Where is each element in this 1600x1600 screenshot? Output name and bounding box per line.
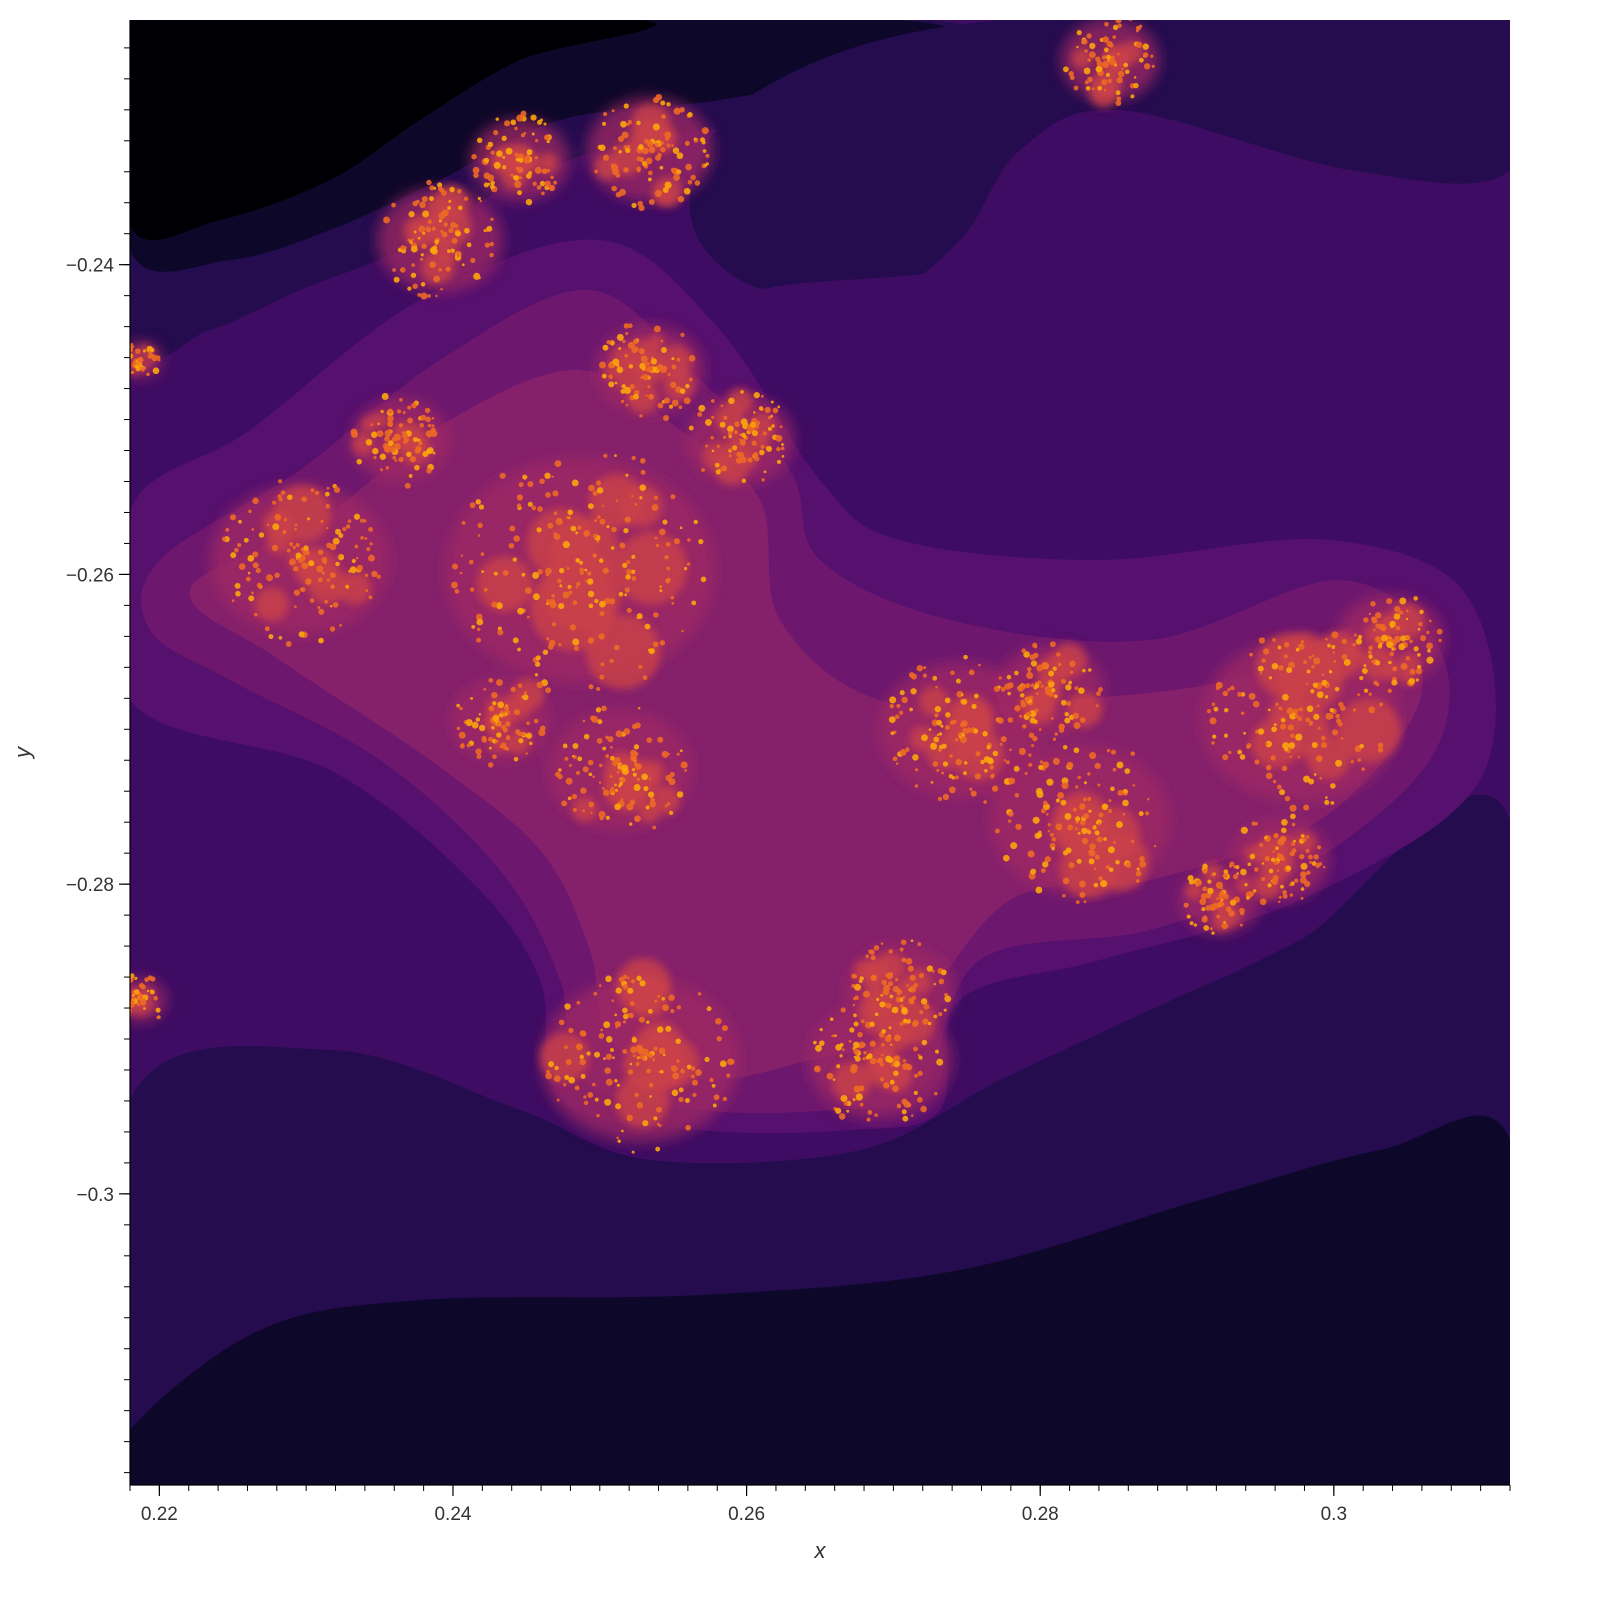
y-axis-ticks: −0.24 −0.26 −0.28 −0.3 [66,47,130,1474]
y-tick-label: −0.28 [66,875,114,896]
band-bottom-1 [130,1115,1510,1485]
y-tick-label: −0.24 [66,256,115,277]
x-tick-label: 0.28 [1022,1504,1059,1525]
x-tick-label: 0.3 [1321,1504,1347,1525]
y-tick-label: −0.3 [76,1185,114,1206]
plot-area [130,20,1510,1485]
x-tick-label: 0.22 [141,1504,178,1525]
x-tick-label: 0.24 [434,1504,471,1525]
x-axis-ticks: 0.22 0.24 0.26 0.28 0.3 [129,1485,1511,1525]
band-top-mid-2 [689,20,1510,303]
y-tick-label: −0.26 [66,565,114,586]
x-tick-label: 0.26 [728,1504,765,1525]
fractal-structure [130,20,1444,1154]
band-top-left-0 [130,20,657,241]
band-right-3 [700,191,1510,508]
y-axis-label: y [10,745,35,760]
fractal-sparks [130,20,1443,1154]
x-axis-label: x [814,1538,827,1563]
